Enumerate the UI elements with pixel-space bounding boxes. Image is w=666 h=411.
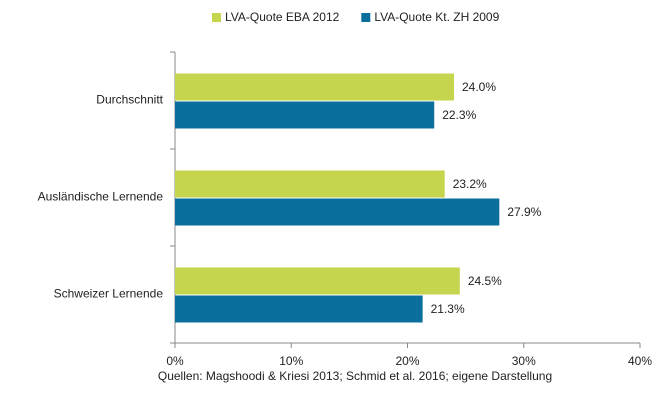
bar xyxy=(175,267,460,295)
legend-swatch xyxy=(212,13,221,22)
legend-swatch xyxy=(361,13,371,22)
x-tick-label: 10% xyxy=(279,354,303,368)
y-tick-label: Ausländische Lernende xyxy=(38,190,164,204)
y-tick-label: Schweizer Lernende xyxy=(54,287,164,301)
x-tick-label: 0% xyxy=(166,354,184,368)
x-tick-label: 30% xyxy=(512,354,536,368)
bar xyxy=(175,198,500,226)
value-label: 21.3% xyxy=(431,302,465,316)
value-label: 24.0% xyxy=(462,80,496,94)
legend-label: LVA-Quote EBA 2012 xyxy=(225,10,340,24)
value-label: 23.2% xyxy=(453,177,487,191)
bar xyxy=(175,101,435,129)
bar xyxy=(175,73,454,101)
value-label: 27.9% xyxy=(507,205,541,219)
value-label: 24.5% xyxy=(468,274,502,288)
value-label: 22.3% xyxy=(442,108,476,122)
bar xyxy=(175,295,423,323)
x-tick-label: 40% xyxy=(628,354,652,368)
y-tick-label: Durchschnitt xyxy=(96,93,163,107)
bar xyxy=(175,170,445,198)
x-tick-label: 20% xyxy=(395,354,419,368)
source-note: Quellen: Magshoodi & Kriesi 2013; Schmid… xyxy=(158,369,552,383)
legend-label: LVA-Quote Kt. ZH 2009 xyxy=(374,10,499,24)
